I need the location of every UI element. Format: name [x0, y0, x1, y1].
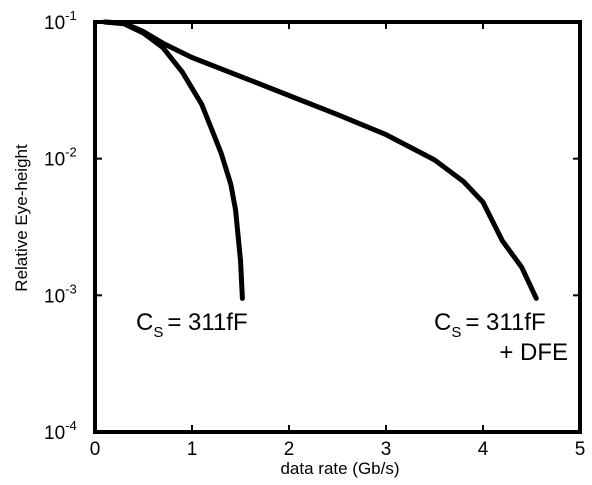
x-tick-label-2: 2 — [284, 439, 295, 460]
y-axis-ticks: 10-1 10-2 10-3 10-4 — [44, 8, 580, 444]
annotation-cs-311ff: CS = 311fF — [136, 309, 248, 341]
plot-frame — [93, 20, 582, 434]
x-axis-ticks: 0 1 2 3 4 5 — [90, 22, 586, 460]
x-tick-label-0: 0 — [90, 439, 101, 460]
y-tick-label-3: 10-4 — [44, 418, 77, 444]
y-tick-label-1: 10-2 — [44, 145, 77, 171]
series-line-1 — [102, 19, 539, 301]
annotation-cs-311ff-main: C — [136, 309, 153, 336]
series-line-0 — [102, 19, 245, 301]
y-axis-label: Relative Eye-height — [12, 144, 31, 292]
x-tick-label-3: 3 — [381, 439, 392, 460]
x-tick-label-4: 4 — [478, 439, 489, 460]
x-axis-label: data rate (Gb/s) — [280, 459, 399, 478]
annotation-cs-311ff-rest: = 311fF — [167, 309, 247, 336]
y-tick-label-0: 10-1 — [44, 8, 77, 34]
annotation-cs-311ff-dfe-main: C — [434, 309, 451, 336]
annotation-cs-311ff-dfe-sub: S — [451, 324, 461, 341]
series-layer — [102, 19, 539, 301]
x-tick-label-5: 5 — [575, 439, 586, 460]
annotation-cs-311ff-dfe: CS = 311fF — [434, 309, 546, 341]
annotation-cs-311ff-dfe-rest: = 311fF — [465, 309, 545, 336]
y-tick-label-2: 10-3 — [44, 281, 77, 307]
annotation-cs-311ff-sub: S — [153, 324, 163, 341]
x-tick-label-1: 1 — [187, 439, 198, 460]
annotation-dfe-line: + DFE — [499, 339, 568, 366]
